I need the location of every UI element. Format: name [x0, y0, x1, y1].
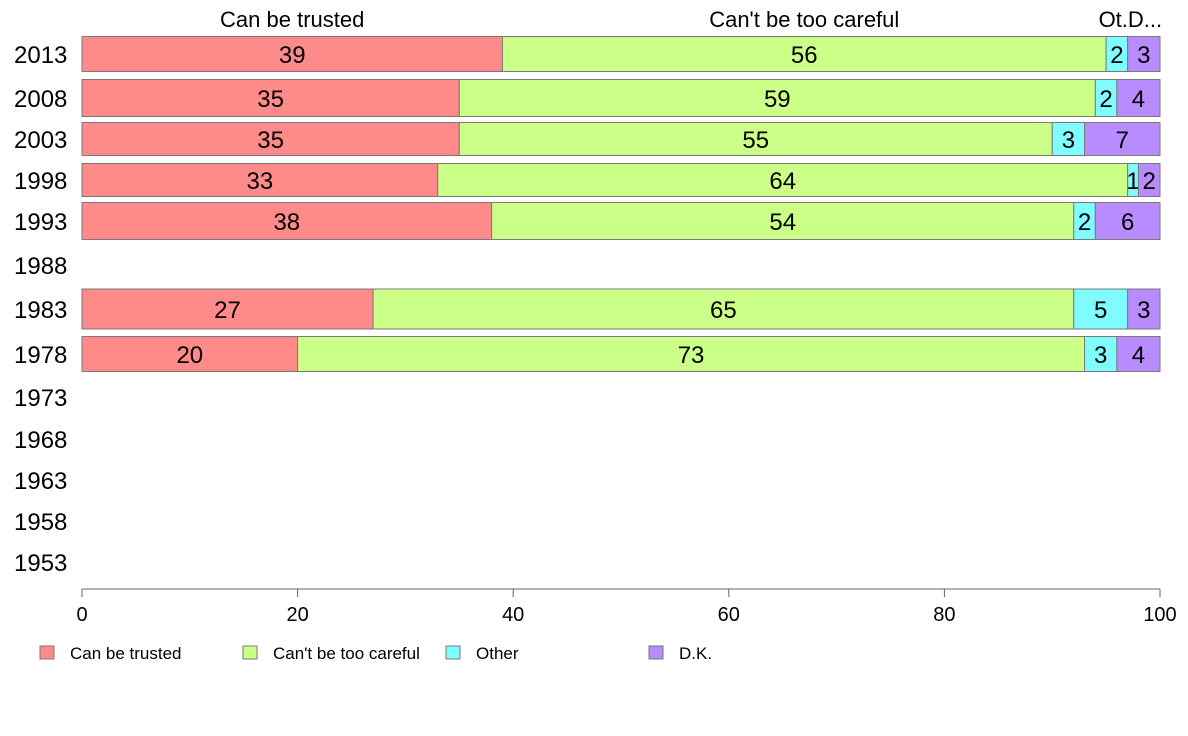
bar-1998-can-be-trusted — [81, 163, 439, 197]
legend-label-can-t-be-too-careful: Can't be too careful — [273, 644, 420, 663]
row-label-1968: 1968 — [14, 427, 67, 454]
bar-label-1978-other: 3 — [1094, 342, 1107, 369]
legend-swatch-other — [445, 645, 461, 660]
row-label-1958: 1958 — [14, 509, 67, 536]
bar-1998-can-t-be-too-careful — [437, 163, 1129, 197]
bar-2008-can-be-trusted — [81, 79, 460, 117]
bar-label-2003-d-k: 7 — [1116, 127, 1129, 154]
bar-label-1978-d-k: 4 — [1132, 342, 1145, 369]
row-label-1953: 1953 — [14, 550, 67, 577]
column-header-ot-d: Ot.D... — [1099, 7, 1163, 32]
bar-label-2008-can-t-be-too-careful: 59 — [764, 86, 791, 113]
bar-label-2013-can-be-trusted: 39 — [279, 42, 306, 69]
bar-label-2008-other: 2 — [1099, 86, 1112, 113]
row-label-1988: 1988 — [14, 253, 67, 280]
row-label-1978: 1978 — [14, 342, 67, 369]
x-tick-label-60: 60 — [718, 604, 740, 626]
bar-1993-can-be-trusted — [81, 202, 493, 240]
bar-label-1993-other: 2 — [1078, 209, 1091, 236]
bar-label-1993-can-be-trusted: 38 — [273, 209, 300, 236]
bar-1983-can-t-be-too-careful — [372, 288, 1075, 330]
bar-label-2008-d-k: 4 — [1132, 86, 1145, 113]
bar-label-2003-can-t-be-too-careful: 55 — [742, 127, 769, 154]
x-tick-label-100: 100 — [1143, 604, 1176, 626]
row-label-2003: 2003 — [14, 127, 67, 154]
bar-label-1993-d-k: 6 — [1121, 209, 1134, 236]
legend-swatch-d-k — [648, 645, 664, 660]
bar-1978-d-k — [1116, 336, 1161, 372]
legend-label-can-be-trusted: Can be trusted — [70, 644, 182, 663]
bar-label-1993-can-t-be-too-careful: 54 — [769, 209, 796, 236]
bar-label-1983-can-be-trusted: 27 — [214, 297, 241, 324]
bar-1998-d-k — [1137, 163, 1161, 197]
column-header-can-t-be-too-careful: Can't be too careful — [709, 7, 899, 32]
bar-2003-can-be-trusted — [81, 122, 460, 156]
column-headers: Can be trusted Can't be too careful Ot.D..… — [220, 7, 1162, 32]
row-label-2008: 2008 — [14, 86, 67, 113]
row-label-1993: 1993 — [14, 209, 67, 236]
x-axis: 0 20 40 60 80 100 — [76, 588, 1177, 626]
bar-1983-other — [1073, 288, 1129, 330]
bar-1993-can-t-be-too-careful — [491, 202, 1075, 240]
row-labels: 2013 2008 2003 1998 1993 1988 1983 1978 1973 1968… — [14, 42, 67, 577]
bar-label-1998-other: 1 — [1126, 168, 1139, 195]
bar-label-2013-can-t-be-too-careful: 56 — [791, 42, 818, 69]
bar-label-1978-can-be-trusted: 20 — [176, 342, 203, 369]
column-header-can-be-trusted: Can be trusted — [220, 7, 364, 32]
bars: 39 56 2 335 59 2 435 55 3 733 64 1 238 54 2 627 65 5 320 73… — [81, 36, 1161, 372]
row-label-1983: 1983 — [14, 297, 67, 324]
x-tick-label-20: 20 — [286, 604, 308, 626]
row-label-2013: 2013 — [14, 42, 67, 69]
bar-label-2008-can-be-trusted: 35 — [257, 86, 284, 113]
bar-label-2013-other: 2 — [1110, 42, 1123, 69]
row-label-1973: 1973 — [14, 385, 67, 412]
bar-label-1998-can-be-trusted: 33 — [247, 168, 274, 195]
bar-label-1998-can-t-be-too-careful: 64 — [769, 168, 796, 195]
bar-1983-can-be-trusted — [81, 288, 374, 330]
bar-label-2013-d-k: 3 — [1137, 42, 1150, 69]
bar-2013-d-k — [1127, 36, 1161, 72]
bar-label-1983-can-t-be-too-careful: 65 — [710, 297, 737, 324]
bar-1978-other — [1084, 336, 1118, 372]
bar-label-1983-d-k: 3 — [1137, 297, 1150, 324]
bar-1978-can-be-trusted — [81, 336, 299, 372]
bar-1983-d-k — [1127, 288, 1161, 330]
bar-label-2003-other: 3 — [1062, 127, 1075, 154]
bar-2013-can-be-trusted — [81, 36, 503, 72]
bar-label-1983-other: 5 — [1094, 297, 1107, 324]
legend-label-d-k: D.K. — [679, 644, 712, 663]
bar-label-2003-can-be-trusted: 35 — [257, 127, 284, 154]
x-tick-label-0: 0 — [76, 604, 87, 626]
row-label-1998: 1998 — [14, 168, 67, 195]
bar-2003-other — [1051, 122, 1086, 156]
bar-label-1978-can-t-be-too-careful: 73 — [678, 342, 705, 369]
legend-label-other: Other — [476, 644, 519, 663]
bar-2013-can-t-be-too-careful — [501, 36, 1107, 72]
legend-swatch-can-t-be-too-careful — [242, 645, 258, 660]
x-tick-label-80: 80 — [933, 604, 955, 626]
bar-1993-d-k — [1094, 202, 1161, 240]
legend: Can be trusted Can't be too careful Other D… — [39, 644, 712, 663]
bar-2003-d-k — [1084, 122, 1161, 156]
legend-swatch-can-be-trusted — [39, 645, 55, 660]
bar-1978-can-t-be-too-careful — [297, 336, 1086, 372]
x-tick-label-40: 40 — [502, 604, 524, 626]
bar-2008-can-t-be-too-careful — [458, 79, 1096, 117]
bar-label-1998-d-k: 2 — [1143, 168, 1156, 195]
bar-2003-can-t-be-too-careful — [458, 122, 1053, 156]
row-label-1963: 1963 — [14, 468, 67, 495]
bar-2008-d-k — [1116, 79, 1161, 117]
